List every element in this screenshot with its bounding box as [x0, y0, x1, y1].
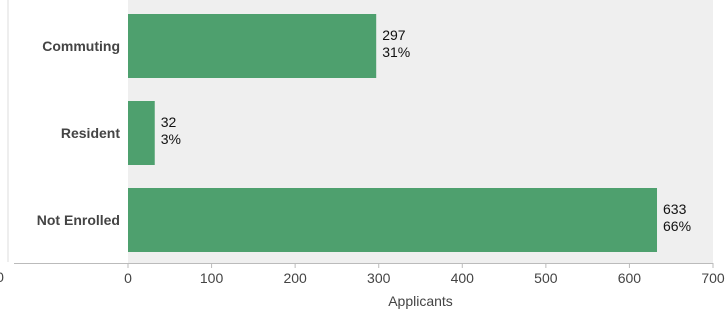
bars-group	[128, 14, 658, 252]
percent-label: 31%	[382, 44, 410, 60]
value-label: 297	[382, 27, 406, 43]
category-label: Commuting	[42, 38, 120, 54]
x-axis-ticks: 0 100 200 300 400 500 600 700	[124, 263, 725, 286]
percent-label: 3%	[161, 131, 181, 147]
x-tick-label: 200	[283, 270, 307, 286]
x-axis-title: Applicants	[388, 293, 453, 309]
x-tick-label: 100	[200, 270, 224, 286]
x-tick-label: 700	[701, 270, 725, 286]
x-tick-label: 0	[124, 270, 132, 286]
category-labels: Commuting Resident Not Enrolled	[37, 38, 121, 228]
percent-label: 66%	[663, 218, 691, 234]
x-tick-label: 300	[367, 270, 391, 286]
category-label: Not Enrolled	[37, 212, 120, 228]
left-panel: 0	[0, 0, 9, 285]
bar-resident	[128, 101, 155, 165]
bar-commuting	[128, 14, 377, 78]
x-tick-label: 500	[534, 270, 558, 286]
left-axis-stub-label: 0	[0, 269, 4, 285]
bar-not-enrolled	[128, 188, 658, 252]
value-label: 32	[161, 114, 177, 130]
category-label: Resident	[61, 125, 120, 141]
x-tick-label: 400	[451, 270, 475, 286]
value-label: 633	[663, 201, 687, 217]
x-tick-label: 600	[618, 270, 642, 286]
